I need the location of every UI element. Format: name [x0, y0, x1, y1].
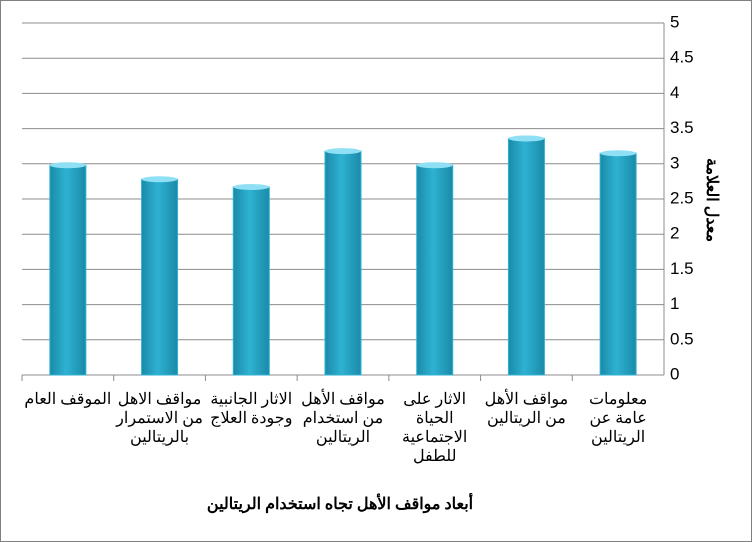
x-axis-title: أبعاد مواقف الأهل تجاه استخدام الريتالين: [206, 496, 474, 513]
bar: [507, 137, 545, 376]
x-tick-label: مواقف الاهل من الاستمرار بالريتالين: [116, 391, 203, 446]
x-tick-label: الاثار على الحياة الاجتماعية للطفل: [402, 391, 468, 465]
y-tick-label: 3: [670, 153, 679, 172]
y-tick-label: 0.5: [670, 329, 694, 348]
x-tick-label: مواقف الأهل من الريتالين: [484, 391, 569, 427]
bar-cap: [508, 135, 545, 142]
bar: [141, 178, 179, 376]
bar: [416, 164, 454, 376]
bar-cap: [416, 162, 453, 169]
y-tick-label: 1.5: [670, 259, 694, 278]
y-tick-label: 4.5: [670, 48, 694, 67]
y-tick-label: 4: [670, 83, 679, 102]
y-tick-label: 0: [670, 364, 679, 383]
y-tick-label: 1: [670, 294, 679, 313]
bar-cap: [325, 148, 361, 155]
y-tick-label: 5: [670, 12, 679, 31]
bar-cap: [49, 162, 86, 169]
bar-cap: [141, 176, 178, 183]
bar-cap: [233, 184, 270, 191]
bar: [232, 186, 270, 376]
y-tick-label: 3.5: [670, 118, 694, 137]
bar: [324, 150, 362, 376]
bar: [49, 164, 87, 376]
bar: [599, 152, 637, 376]
x-tick-label: الموقف العام: [24, 391, 112, 408]
y-tick-label: 2: [670, 224, 679, 243]
x-tick-label: معلومات عامة عن الريتالين: [588, 391, 648, 446]
y-axis-title: معدل العلامة: [703, 157, 720, 243]
x-tick-label: مواقف الأهل من استخدام الريتالين: [301, 391, 385, 446]
bar-cap: [600, 150, 637, 157]
y-tick-label: 2.5: [670, 188, 694, 207]
x-tick-label: الاثار الجانبية وجودة العلاج: [210, 391, 293, 427]
